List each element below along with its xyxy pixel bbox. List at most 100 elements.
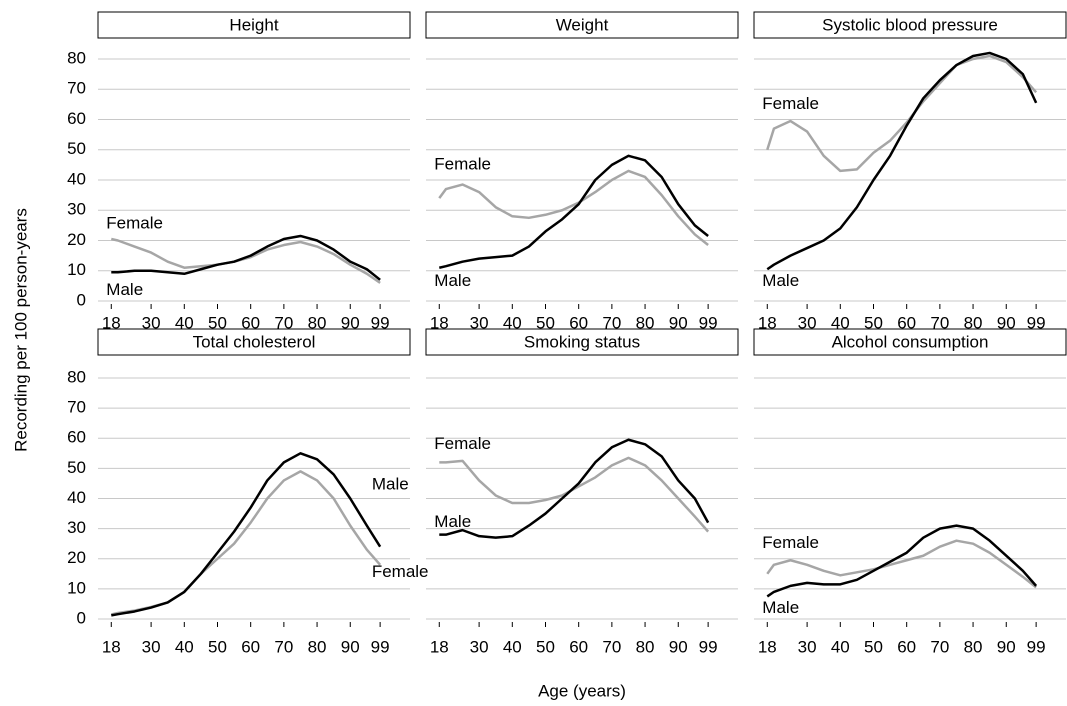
x-tick-label: 99 [699, 313, 718, 332]
x-tick-label: 18 [758, 637, 777, 656]
series-label: Female [434, 154, 491, 173]
y-tick-label: 40 [67, 169, 86, 188]
y-tick-label: 50 [67, 458, 86, 477]
series-line [766, 539, 1037, 589]
x-tick-label: 90 [669, 313, 688, 332]
x-tick-label: 99 [699, 637, 718, 656]
x-tick-label: 60 [569, 313, 588, 332]
y-tick-label: 60 [67, 428, 86, 447]
x-tick-label: 80 [636, 313, 655, 332]
y-tick-label: 20 [67, 548, 86, 567]
series-line [111, 234, 381, 281]
x-tick-label: 99 [1027, 637, 1046, 656]
x-tick-label: 60 [569, 637, 588, 656]
y-tick-label: 70 [67, 79, 86, 98]
y-tick-label: 40 [67, 488, 86, 507]
series-label: Female [106, 213, 163, 232]
series-label: Male [372, 474, 409, 493]
series-label: Male [434, 512, 471, 531]
strip [425, 11, 739, 39]
series-label: Female [762, 533, 819, 552]
y-tick-label: 10 [67, 578, 86, 597]
x-tick-label: 50 [536, 637, 555, 656]
x-tick-label: 30 [142, 637, 161, 656]
series-line [438, 154, 709, 269]
strip [425, 328, 739, 356]
x-tick-label: 18 [430, 313, 449, 332]
x-tick-label: 70 [602, 637, 621, 656]
x-tick-label: 60 [241, 313, 260, 332]
x-tick-label: 80 [964, 637, 983, 656]
series-label: Female [372, 562, 429, 581]
series-line [766, 524, 1038, 598]
y-tick-label: 60 [67, 109, 86, 128]
x-tick-label: 50 [864, 637, 883, 656]
x-tick-label: 30 [142, 313, 161, 332]
x-tick-label: 99 [1027, 313, 1046, 332]
x-tick-label: 18 [758, 313, 777, 332]
panel-title: Weight [556, 15, 609, 34]
y-tick-label: 20 [67, 230, 86, 249]
y-tick-label: 50 [67, 139, 86, 158]
x-tick-label: 60 [897, 637, 916, 656]
series-line [110, 237, 381, 284]
x-tick-label: 50 [536, 313, 555, 332]
series-label: Male [434, 271, 471, 290]
x-tick-label: 80 [308, 313, 327, 332]
y-tick-label: 30 [67, 200, 86, 219]
x-tick-label: 18 [102, 313, 121, 332]
x-tick-label: 90 [997, 313, 1016, 332]
x-tick-label: 90 [669, 637, 688, 656]
strip [753, 328, 1067, 356]
series-label: Male [762, 598, 799, 617]
series-line [439, 456, 710, 533]
x-tick-label: 60 [241, 637, 260, 656]
x-tick-label: 40 [831, 637, 850, 656]
strip [753, 11, 1067, 39]
y-tick-label: 70 [67, 398, 86, 417]
x-tick-label: 50 [208, 637, 227, 656]
x-tick-label: 99 [371, 637, 390, 656]
x-tick-label: 70 [930, 637, 949, 656]
x-tick-label: 40 [503, 637, 522, 656]
x-tick-label: 40 [503, 313, 522, 332]
series-line [766, 54, 1038, 173]
x-tick-label: 90 [341, 313, 360, 332]
y-tick-label: 80 [67, 48, 86, 67]
x-tick-label: 30 [798, 637, 817, 656]
x-tick-label: 90 [341, 637, 360, 656]
x-tick-label: 40 [175, 313, 194, 332]
x-tick-label: 50 [208, 313, 227, 332]
series-label: Male [762, 271, 799, 290]
panel-title: Total cholesterol [193, 332, 316, 351]
series-line [438, 169, 709, 247]
x-tick-label: 70 [930, 313, 949, 332]
y-tick-label: 0 [77, 608, 86, 627]
x-tick-label: 70 [274, 637, 293, 656]
series-label: Male [106, 280, 143, 299]
x-tick-label: 18 [430, 637, 449, 656]
series-label: Female [434, 434, 491, 453]
y-tick-label: 10 [67, 260, 86, 279]
x-tick-label: 60 [897, 313, 916, 332]
x-tick-label: 80 [636, 637, 655, 656]
series-label: Female [762, 94, 819, 113]
x-tick-label: 40 [175, 637, 194, 656]
strip [97, 11, 411, 39]
x-tick-label: 70 [602, 313, 621, 332]
x-tick-label: 30 [470, 637, 489, 656]
x-tick-label: 80 [964, 313, 983, 332]
x-tick-label: 40 [831, 313, 850, 332]
x-tick-label: 50 [864, 313, 883, 332]
x-tick-label: 70 [274, 313, 293, 332]
y-tick-label: 80 [67, 367, 86, 386]
panel-title: Alcohol consumption [832, 332, 989, 351]
x-tick-label: 30 [798, 313, 817, 332]
panel-title: Height [229, 15, 278, 34]
x-tick-label: 80 [308, 637, 327, 656]
series-line [111, 452, 382, 617]
y-tick-label: 0 [77, 290, 86, 309]
x-tick-label: 90 [997, 637, 1016, 656]
x-tick-label: 30 [470, 313, 489, 332]
